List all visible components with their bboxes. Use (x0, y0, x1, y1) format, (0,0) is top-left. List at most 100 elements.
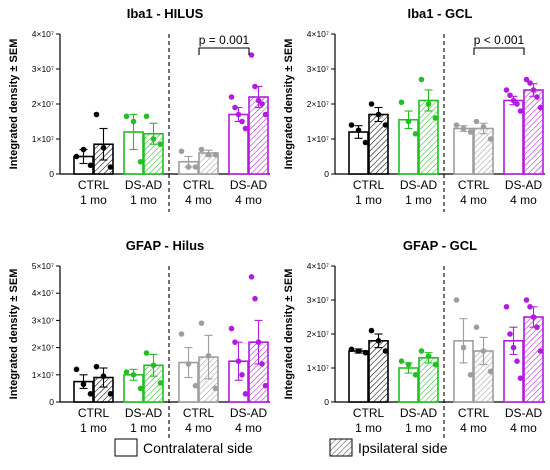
data-point (107, 164, 114, 170)
data-point (368, 327, 375, 334)
y-tick-label: 4×10⁷ (307, 261, 329, 271)
data-point (530, 87, 537, 93)
y-tick-label: 3×10⁷ (307, 295, 329, 305)
data-point (262, 111, 269, 118)
chart-title: Iba1 - HILUS (127, 6, 204, 21)
x-tick-sublabel: 1 mo (130, 193, 157, 207)
x-tick-label: CTRL (183, 178, 215, 192)
y-tick-label: 3×10⁷ (32, 64, 54, 74)
data-point (198, 146, 205, 153)
data-point (259, 101, 265, 107)
data-point (405, 361, 412, 368)
data-point (507, 92, 513, 99)
data-point (412, 130, 419, 137)
data-point (232, 339, 238, 345)
data-point (255, 97, 262, 104)
bar-ipsilateral (523, 316, 544, 403)
x-tick-sublabel: 4 mo (235, 421, 262, 435)
data-point (534, 324, 540, 331)
data-point (375, 338, 382, 344)
data-point (467, 372, 474, 378)
data-point (252, 83, 258, 90)
x-tick-label: DS-AD (400, 178, 438, 192)
data-point (80, 146, 87, 153)
data-point (100, 144, 107, 151)
legend-swatch-contralateral (114, 438, 138, 457)
x-tick-label: DS-AD (125, 406, 163, 420)
data-point (503, 87, 510, 93)
data-point (150, 136, 157, 142)
data-point (514, 101, 520, 107)
data-point (192, 382, 199, 389)
data-point (137, 158, 144, 165)
data-point (130, 118, 137, 125)
chart-panel: Iba1 - HILUS Integrated density ± SEM 0 1×1… (8, 6, 270, 212)
y-tick-label: 0 (324, 169, 329, 179)
data-point (432, 115, 439, 121)
data-point (235, 358, 242, 365)
data-point (460, 125, 467, 132)
data-point (123, 113, 130, 120)
data-point (355, 127, 362, 134)
data-point (73, 366, 80, 373)
x-tick-sublabel: 4 mo (510, 193, 537, 207)
data-point (205, 151, 212, 158)
data-point (80, 381, 87, 388)
data-point (212, 151, 219, 158)
data-point (228, 94, 235, 100)
data-point (523, 297, 530, 303)
x-tick-sublabel: 1 mo (355, 421, 382, 435)
data-point (93, 111, 100, 118)
data-point (248, 52, 255, 58)
data-point (73, 153, 80, 160)
y-axis-label: Integrated density ± SEM (8, 39, 20, 170)
y-axis-label: Integrated density ± SEM (8, 269, 20, 400)
data-point (185, 164, 192, 170)
data-point (130, 372, 137, 378)
y-tick-label: 4×10⁷ (32, 29, 54, 39)
legend-swatch-ipsilateral (329, 438, 353, 457)
data-point (255, 339, 262, 345)
data-point (87, 391, 94, 397)
x-tick-label: CTRL (458, 178, 490, 192)
bar-ipsilateral (523, 89, 544, 175)
data-point (534, 94, 540, 100)
data-point (157, 141, 164, 148)
x-tick-sublabel: 4 mo (460, 193, 487, 207)
data-point (382, 348, 389, 354)
data-point (425, 353, 432, 359)
data-point (239, 372, 245, 378)
data-point (425, 101, 432, 107)
x-tick-sublabel: 1 mo (355, 193, 382, 207)
data-point (100, 373, 107, 379)
data-point (460, 344, 467, 351)
panels: Iba1 - HILUS Integrated density ± SEM 0 1×1… (8, 6, 545, 440)
x-tick-label: DS-AD (125, 178, 163, 192)
x-tick-label: CTRL (353, 178, 385, 192)
data-point (87, 162, 94, 169)
data-point (530, 314, 537, 320)
x-tick-label: CTRL (78, 406, 110, 420)
data-point (473, 324, 480, 331)
x-tick-label: DS-AD (230, 406, 268, 420)
data-point (382, 122, 389, 128)
data-point (362, 139, 369, 146)
data-point (362, 349, 369, 356)
x-tick-sublabel: 1 mo (80, 193, 107, 207)
y-tick-label: 2×10⁷ (307, 99, 329, 109)
legend-label-contralateral: Contralateral side (143, 440, 253, 456)
y-tick-label: 2×10⁷ (32, 99, 54, 109)
bar-contralateral (453, 127, 474, 175)
data-point (235, 111, 242, 118)
data-point (178, 331, 185, 337)
data-point (368, 101, 375, 107)
data-point (432, 361, 439, 368)
data-point (537, 348, 544, 354)
x-tick-sublabel: 4 mo (185, 193, 212, 207)
data-point (248, 274, 255, 280)
data-point (398, 99, 405, 106)
x-tick-label: CTRL (353, 406, 385, 420)
x-tick-sublabel: 4 mo (185, 421, 212, 435)
data-point (398, 358, 405, 365)
